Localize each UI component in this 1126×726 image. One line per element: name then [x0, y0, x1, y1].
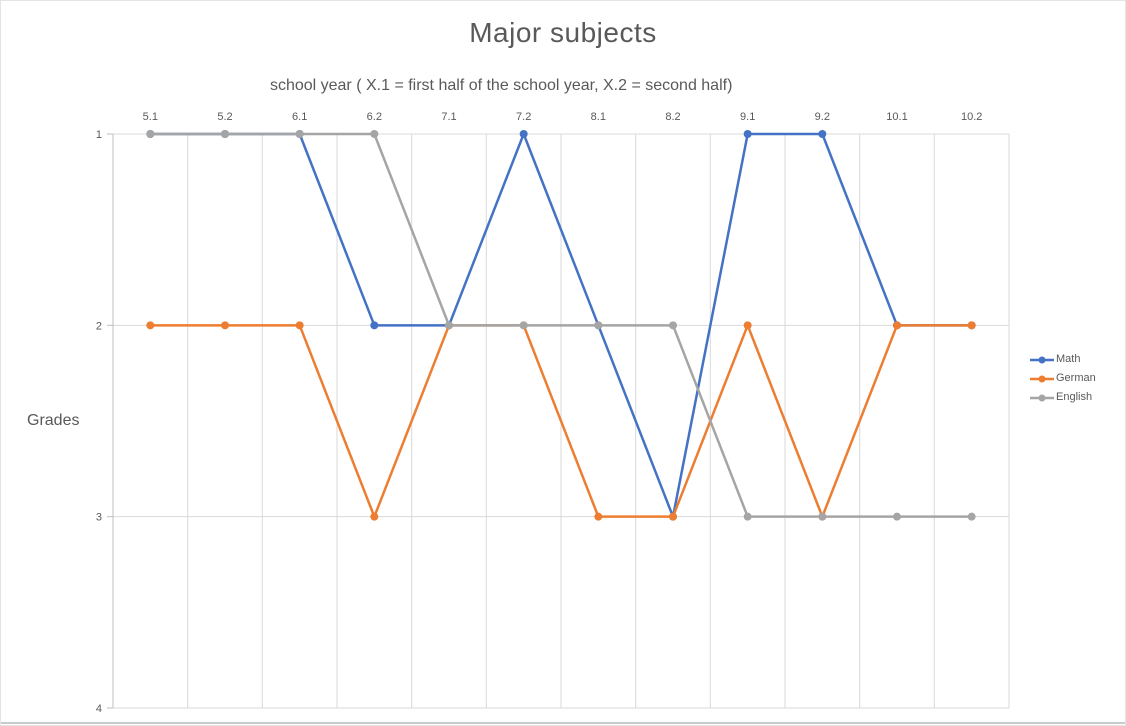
series-marker-german [893, 321, 901, 330]
legend-marker-icon [1030, 394, 1054, 401]
series-marker-german [370, 512, 379, 521]
x-tick-label: 5.2 [217, 111, 232, 123]
x-tick-label: 9.1 [740, 111, 755, 123]
series-marker-english [594, 321, 603, 330]
legend-marker-icon [1030, 375, 1054, 382]
y-tick-label: 2 [96, 320, 102, 332]
series-marker-math [743, 130, 752, 138]
series-marker-english [295, 130, 304, 138]
x-tick-label: 5.1 [143, 111, 158, 123]
series-marker-english [221, 130, 229, 138]
legend: Math German English [1029, 354, 1096, 403]
chart-bottom-edge [1, 722, 1125, 724]
x-tick-label: 8.2 [665, 111, 680, 123]
x-tick-label: 7.1 [441, 111, 456, 123]
y-tick-label: 1 [96, 129, 102, 141]
series-marker-german [967, 321, 976, 330]
chart-title: Major subjects [469, 17, 657, 48]
legend-item-math: Math [1029, 354, 1096, 365]
series-marker-german [146, 321, 155, 330]
legend-item-german: German [1029, 373, 1096, 384]
y-axis-title: Grades [27, 412, 80, 429]
legend-label: Math [1056, 353, 1081, 365]
series-marker-english [445, 321, 453, 330]
series-marker-english [146, 130, 155, 138]
series-marker-german [594, 512, 603, 521]
legend-label: German [1056, 372, 1096, 384]
legend-item-english: English [1029, 392, 1096, 403]
series-line-german [149, 324, 973, 518]
series-marker-english [818, 512, 827, 521]
series-line-english [149, 132, 973, 518]
series-marker-english [743, 512, 752, 521]
series-marker-math [519, 130, 528, 138]
legend-marker-icon [1030, 356, 1054, 363]
legend-label: English [1056, 391, 1093, 403]
x-tick-label: 6.2 [367, 111, 382, 123]
series-marker-english [519, 321, 528, 330]
y-tick-label: 4 [96, 703, 102, 715]
series-marker-german [743, 321, 752, 330]
x-tick-label: 8.1 [591, 111, 606, 123]
series-marker-english [669, 321, 677, 330]
series-marker-english [893, 512, 901, 521]
series-marker-german [221, 321, 229, 330]
x-tick-label: 10.2 [961, 111, 982, 123]
series-marker-math [818, 130, 827, 138]
series-marker-english [967, 512, 976, 521]
x-tick-label: 9.2 [815, 111, 830, 123]
series-marker-english [370, 130, 379, 138]
y-tick-label: 3 [96, 512, 102, 524]
x-tick-label: 7.2 [516, 111, 531, 123]
x-tick-label: 10.1 [886, 111, 907, 123]
series-marker-german [669, 512, 677, 521]
x-tick-label: 6.1 [292, 111, 307, 123]
series-marker-math [370, 321, 379, 330]
x-axis-title: school year ( X.1 = first half of the sc… [269, 77, 733, 94]
series-marker-german [295, 321, 304, 330]
